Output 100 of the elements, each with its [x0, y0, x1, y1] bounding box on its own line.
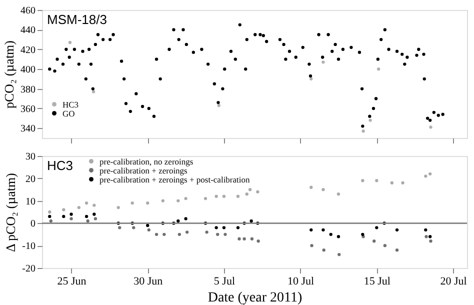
point: [222, 226, 226, 230]
point: [322, 248, 326, 252]
legend-label: HC3: [62, 99, 79, 110]
y-tick-label: -10: [22, 241, 36, 252]
point: [361, 179, 364, 182]
point: [214, 226, 218, 230]
point: [92, 204, 96, 207]
point: [62, 208, 66, 212]
y-axis-title: Δ pCO₂ (µatm): [3, 173, 18, 252]
y-tick-label: 20: [26, 174, 36, 185]
point: [84, 201, 88, 205]
annotation: HC3: [47, 158, 74, 173]
x-axis-title: Date (year 2011): [208, 290, 302, 305]
point: [154, 232, 158, 236]
point: [383, 244, 387, 248]
point: [424, 228, 428, 232]
point: [146, 201, 150, 205]
x-tick-label: 30 Jun: [134, 276, 164, 288]
point: [92, 212, 96, 216]
x-tick-label: 5 Jul: [214, 276, 236, 288]
point: [224, 232, 227, 236]
point: [132, 226, 136, 230]
point: [161, 199, 164, 202]
y-tick-label: 460: [20, 6, 36, 16]
point: [48, 210, 52, 214]
point: [256, 240, 260, 243]
point: [49, 219, 52, 223]
point: [310, 228, 313, 232]
point: [116, 206, 120, 210]
y-axis-title: pCO₂ (µatm): [2, 40, 16, 108]
legend-label: pre-calibration, no zeroings: [100, 156, 194, 166]
point: [242, 237, 246, 240]
point: [310, 77, 313, 80]
x-tick-label: 20 Jul: [440, 276, 467, 288]
point: [375, 179, 378, 182]
point: [176, 219, 180, 223]
legend-label: pre-calibration + zeroings + post-calibration: [100, 174, 251, 184]
y-tick-label: 380: [20, 84, 36, 96]
point: [86, 219, 90, 223]
point: [338, 252, 341, 256]
point: [118, 226, 122, 230]
point: [236, 194, 240, 198]
legend-label: GO: [62, 108, 75, 118]
point: [322, 60, 325, 64]
point: [176, 199, 180, 202]
point: [250, 219, 253, 223]
point: [84, 214, 88, 218]
y-tick-label: 340: [20, 124, 36, 135]
point: [361, 232, 364, 236]
point: [185, 230, 189, 234]
point: [329, 232, 332, 236]
point: [238, 237, 241, 240]
point: [428, 172, 432, 176]
point: [428, 235, 432, 238]
point: [62, 214, 66, 218]
x-tick-label: 25 Jun: [57, 276, 87, 288]
x-tick-label: 15 Jul: [364, 276, 390, 288]
point: [322, 228, 325, 232]
annotation: MSM-18/3: [47, 12, 107, 27]
point: [204, 196, 208, 200]
point: [130, 201, 134, 205]
point: [424, 174, 428, 178]
point: [376, 68, 380, 71]
x-tick-label: 10 Jul: [288, 276, 314, 288]
point: [77, 206, 80, 210]
point: [48, 214, 52, 218]
y-tick-label: 10: [26, 196, 36, 208]
point: [178, 232, 182, 236]
point: [401, 181, 404, 184]
point: [162, 232, 166, 236]
point: [217, 104, 220, 108]
legend-label: pre-calibration + zeroings: [100, 165, 188, 176]
point: [368, 118, 372, 122]
point: [336, 235, 340, 238]
point: [429, 240, 432, 243]
point: [205, 230, 208, 234]
point: [146, 224, 150, 228]
y-tick-label: 0: [30, 218, 36, 230]
y-tick-label: 420: [20, 44, 36, 56]
point: [184, 196, 188, 200]
y-tick-label: -20: [22, 264, 36, 274]
point: [372, 240, 376, 243]
point: [216, 232, 220, 236]
point: [395, 248, 399, 252]
point: [375, 226, 378, 230]
point: [310, 244, 314, 248]
point: [250, 237, 254, 240]
y-tick-label: 400: [20, 64, 36, 76]
point: [70, 212, 73, 216]
point: [245, 192, 248, 196]
point: [184, 217, 188, 220]
point: [310, 186, 313, 189]
point: [322, 188, 325, 192]
point: [222, 194, 226, 198]
y-tick-label: 30: [26, 152, 36, 162]
point: [236, 226, 240, 230]
y-tick-label: 360: [20, 104, 36, 115]
point: [94, 217, 98, 220]
point: [424, 235, 428, 238]
y-tick-label: 440: [20, 25, 36, 36]
